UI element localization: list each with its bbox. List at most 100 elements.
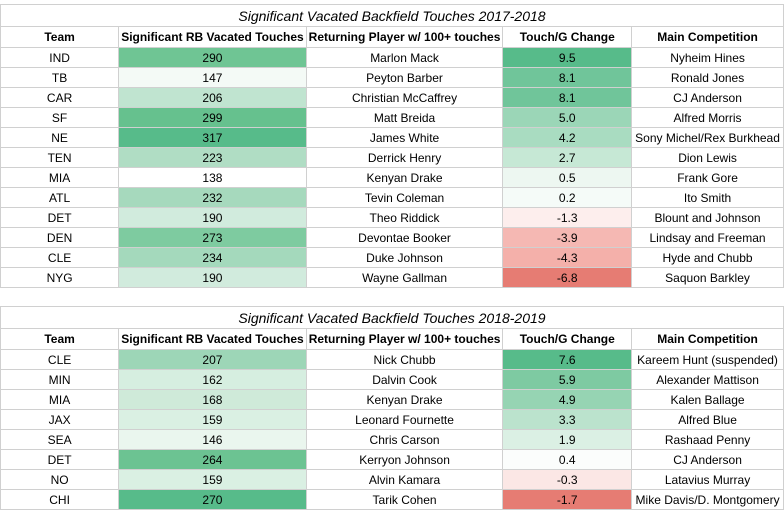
cell-touch-change: -0.3 [502, 469, 633, 490]
cell-main-competition: CJ Anderson [631, 87, 784, 108]
cell-vacated-touches: 207 [118, 349, 307, 370]
table-row: NO 159 Alvin Kamara -0.3 Latavius Murray [0, 469, 784, 490]
cell-touch-change: -4.3 [502, 247, 633, 268]
header-team: Team [0, 328, 120, 350]
cell-touch-change: -1.3 [502, 207, 633, 228]
cell-touch-change: 0.4 [502, 449, 633, 470]
cell-touch-change: 3.3 [502, 409, 633, 430]
cell-touch-change: 2.7 [502, 147, 633, 168]
cell-team: MIA [0, 167, 120, 188]
cell-vacated-touches: 232 [118, 187, 307, 208]
cell-team: NE [0, 127, 120, 148]
cell-touch-change: -1.7 [502, 489, 633, 510]
cell-vacated-touches: 146 [118, 429, 307, 450]
table-row: SEA 146 Chris Carson 1.9 Rashaad Penny [0, 429, 784, 450]
cell-main-competition: Sony Michel/Rex Burkhead [631, 127, 784, 148]
header-returning-player: Returning Player w/ 100+ touches [305, 328, 504, 350]
cell-vacated-touches: 264 [118, 449, 307, 470]
table-row: SF 299 Matt Breida 5.0 Alfred Morris [0, 107, 784, 128]
table-2018-2019: Significant Vacated Backfield Touches 20… [0, 306, 784, 510]
cell-returning-player: Derrick Henry [305, 147, 504, 168]
cell-returning-player: Alvin Kamara [305, 469, 504, 490]
cell-touch-change: 7.6 [502, 349, 633, 370]
table-2017-2018: Significant Vacated Backfield Touches 20… [0, 4, 784, 288]
cell-vacated-touches: 234 [118, 247, 307, 268]
cell-vacated-touches: 290 [118, 47, 307, 68]
cell-vacated-touches: 168 [118, 389, 307, 410]
cell-vacated-touches: 159 [118, 469, 307, 490]
cell-returning-player: Devontae Booker [305, 227, 504, 248]
cell-returning-player: Peyton Barber [305, 67, 504, 88]
header-vacated-touches: Significant RB Vacated Touches [118, 328, 307, 350]
cell-returning-player: Tevin Coleman [305, 187, 504, 208]
cell-returning-player: Kenyan Drake [305, 389, 504, 410]
header-main-competition: Main Competition [631, 328, 784, 350]
cell-vacated-touches: 273 [118, 227, 307, 248]
cell-touch-change: -3.9 [502, 227, 633, 248]
cell-vacated-touches: 138 [118, 167, 307, 188]
cell-team: CLE [0, 349, 120, 370]
table-row: DET 264 Kerryon Johnson 0.4 CJ Anderson [0, 449, 784, 470]
cell-main-competition: Rashaad Penny [631, 429, 784, 450]
cell-touch-change: 9.5 [502, 47, 633, 68]
header-vacated-touches: Significant RB Vacated Touches [118, 26, 307, 48]
cell-team: NYG [0, 267, 120, 288]
table-title: Significant Vacated Backfield Touches 20… [0, 306, 784, 329]
cell-team: ATL [0, 187, 120, 208]
cell-main-competition: Nyheim Hines [631, 47, 784, 68]
cell-main-competition: Latavius Murray [631, 469, 784, 490]
cell-main-competition: Blount and Johnson [631, 207, 784, 228]
table-row: IND 290 Marlon Mack 9.5 Nyheim Hines [0, 47, 784, 68]
cell-main-competition: CJ Anderson [631, 449, 784, 470]
cell-team: NO [0, 469, 120, 490]
cell-vacated-touches: 317 [118, 127, 307, 148]
cell-team: DET [0, 207, 120, 228]
cell-touch-change: 0.2 [502, 187, 633, 208]
cell-touch-change: 8.1 [502, 87, 633, 108]
table-row: NE 317 James White 4.2 Sony Michel/Rex Burkh… [0, 127, 784, 148]
cell-team: CHI [0, 489, 120, 510]
cell-returning-player: Leonard Fournette [305, 409, 504, 430]
table-row: TB 147 Peyton Barber 8.1 Ronald Jones [0, 67, 784, 88]
cell-main-competition: Alfred Morris [631, 107, 784, 128]
cell-touch-change: 0.5 [502, 167, 633, 188]
table-title: Significant Vacated Backfield Touches 20… [0, 4, 784, 27]
cell-vacated-touches: 190 [118, 267, 307, 288]
table-row: DET 190 Theo Riddick -1.3 Blount and Johnson [0, 207, 784, 228]
cell-team: TEN [0, 147, 120, 168]
cell-returning-player: Matt Breida [305, 107, 504, 128]
cell-team: IND [0, 47, 120, 68]
cell-main-competition: Kalen Ballage [631, 389, 784, 410]
cell-team: DEN [0, 227, 120, 248]
cell-main-competition: Mike Davis/D. Montgomery [631, 489, 784, 510]
cell-main-competition: Ito Smith [631, 187, 784, 208]
cell-touch-change: 5.0 [502, 107, 633, 128]
table-row: NYG 190 Wayne Gallman -6.8 Saquon Barkley [0, 267, 784, 288]
table-row: TEN 223 Derrick Henry 2.7 Dion Lewis [0, 147, 784, 168]
cell-main-competition: Dion Lewis [631, 147, 784, 168]
cell-touch-change: 1.9 [502, 429, 633, 450]
cell-vacated-touches: 206 [118, 87, 307, 108]
table-title-row: Significant Vacated Backfield Touches 20… [0, 306, 784, 329]
table-row: CLE 207 Nick Chubb 7.6 Kareem Hunt (suspende… [0, 349, 784, 370]
header-returning-player: Returning Player w/ 100+ touches [305, 26, 504, 48]
cell-returning-player: Tarik Cohen [305, 489, 504, 510]
cell-touch-change: 5.9 [502, 369, 633, 390]
cell-touch-change: -6.8 [502, 267, 633, 288]
table-row: CHI 270 Tarik Cohen -1.7 Mike Davis/D. Montg… [0, 489, 784, 510]
cell-team: SEA [0, 429, 120, 450]
cell-main-competition: Saquon Barkley [631, 267, 784, 288]
cell-main-competition: Alexander Mattison [631, 369, 784, 390]
table-row: ATL 232 Tevin Coleman 0.2 Ito Smith [0, 187, 784, 208]
cell-vacated-touches: 223 [118, 147, 307, 168]
header-touch-change: Touch/G Change [502, 328, 633, 350]
cell-main-competition: Kareem Hunt (suspended) [631, 349, 784, 370]
header-team: Team [0, 26, 120, 48]
cell-returning-player: Christian McCaffrey [305, 87, 504, 108]
cell-vacated-touches: 299 [118, 107, 307, 128]
cell-returning-player: Chris Carson [305, 429, 504, 450]
cell-team: MIA [0, 389, 120, 410]
cell-team: CLE [0, 247, 120, 268]
table-row: MIN 162 Dalvin Cook 5.9 Alexander Mattison [0, 369, 784, 390]
cell-team: MIN [0, 369, 120, 390]
